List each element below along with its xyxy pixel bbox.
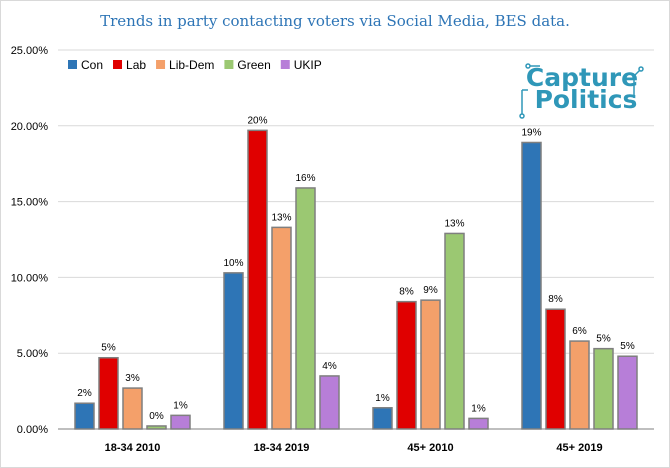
- data-labels: 2% 5% 3% 0% 1% 10% 20% 13% 16% 4% 1% 8% 9% 13% 1% 19% 8%…: [77, 115, 635, 422]
- bar-lab-1: [247, 129, 268, 430]
- legend-item-lib-dem: Lib-Dem: [156, 58, 214, 72]
- bars: [74, 129, 638, 430]
- bar-lab-3: [545, 308, 566, 430]
- data-label: 13%: [444, 218, 464, 229]
- legend-swatch: [113, 60, 123, 69]
- y-tick-label: 15.00%: [11, 197, 49, 209]
- data-label: 13%: [271, 212, 291, 223]
- bar-lib-dem-3: [569, 340, 590, 430]
- bar-green-0: [146, 425, 167, 430]
- data-label: 16%: [295, 173, 315, 184]
- data-label: 0%: [149, 411, 164, 422]
- bar-con-1: [223, 272, 244, 430]
- category-label: 45+ 2010: [407, 442, 453, 454]
- legend-label: Con: [81, 58, 103, 72]
- category-labels: 18-34 2010 18-34 2019 45+ 2010 45+ 2019: [105, 442, 603, 454]
- data-label: 20%: [247, 115, 267, 126]
- bar-ukip-1: [319, 375, 340, 430]
- category-label: 18-34 2019: [254, 442, 310, 454]
- data-label: 19%: [521, 127, 541, 138]
- logo-line2: Politics: [535, 85, 638, 114]
- legend-item-ukip: UKIP: [280, 58, 322, 72]
- legend-label: Green: [237, 58, 270, 72]
- bar-lib-dem-2: [420, 299, 441, 430]
- legend-label: Lab: [126, 58, 146, 72]
- bar-lab-2: [396, 300, 417, 430]
- data-label: 2%: [77, 388, 92, 399]
- y-tick-label: 0.00%: [17, 424, 48, 436]
- logo-line1: Capture: [526, 63, 638, 92]
- data-label: 3%: [125, 373, 140, 384]
- data-label: 5%: [620, 341, 635, 352]
- data-label: 5%: [101, 343, 116, 354]
- legend-item-lab: Lab: [113, 58, 146, 72]
- data-label: 8%: [399, 287, 414, 298]
- y-tick-label: 5.00%: [17, 348, 48, 360]
- legend-swatch: [68, 60, 77, 69]
- legend-swatch: [156, 60, 166, 69]
- data-label: 1%: [375, 393, 390, 404]
- y-tick-label: 25.00%: [11, 45, 49, 57]
- legend-item-con: Con: [68, 58, 103, 72]
- data-label: 10%: [223, 258, 243, 269]
- bar-green-3: [593, 347, 614, 430]
- bar-con-0: [74, 402, 95, 430]
- bar-ukip-2: [468, 417, 489, 430]
- legend: Con Lab Lib-Dem Green UKIP: [68, 58, 322, 72]
- legend-item-green: Green: [224, 58, 271, 72]
- bar-ukip-3: [617, 355, 638, 430]
- capture-politics-logo: Capture Politics: [519, 63, 644, 119]
- bar-lab-0: [98, 356, 119, 430]
- bar-lib-dem-1: [271, 226, 292, 430]
- bar-con-2: [372, 407, 393, 430]
- bar-lib-dem-0: [122, 387, 143, 430]
- data-label: 9%: [423, 285, 438, 296]
- data-label: 1%: [173, 400, 188, 411]
- data-label: 8%: [548, 294, 563, 305]
- legend-swatch: [224, 60, 234, 69]
- y-axis: 0.00% 5.00% 10.00% 15.00% 20.00% 25.00%: [11, 45, 49, 436]
- category-label: 18-34 2010: [105, 442, 161, 454]
- legend-label: UKIP: [294, 58, 322, 72]
- logo-circuit-icon: [519, 63, 644, 119]
- legend-swatch: [280, 60, 290, 69]
- data-label: 4%: [322, 361, 337, 372]
- y-tick-label: 10.00%: [11, 272, 49, 284]
- data-label: 5%: [596, 334, 611, 345]
- data-label: 1%: [471, 403, 486, 414]
- bar-ukip-0: [170, 414, 191, 430]
- chart-title: Trends in party contacting voters via So…: [100, 12, 570, 30]
- legend-label: Lib-Dem: [169, 58, 214, 72]
- bar-green-2: [444, 232, 465, 430]
- y-tick-label: 20.00%: [11, 121, 49, 133]
- bar-green-1: [295, 187, 316, 430]
- data-label: 6%: [572, 326, 587, 337]
- bar-con-3: [521, 141, 542, 430]
- category-label: 45+ 2019: [556, 442, 602, 454]
